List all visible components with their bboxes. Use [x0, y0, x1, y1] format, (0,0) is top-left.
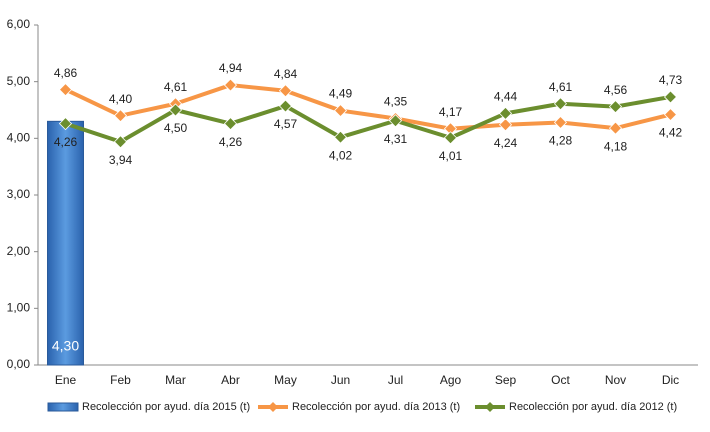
marker: [278, 84, 293, 98]
marker: [608, 121, 623, 135]
data-label: 4,61: [549, 80, 573, 94]
x-tick-label: Jul: [388, 373, 403, 387]
legend-marker: [485, 402, 495, 412]
marker: [58, 117, 73, 131]
x-tick-label: Feb: [110, 373, 131, 387]
data-label: 4,01: [439, 149, 463, 163]
bar-label: 4,30: [52, 338, 79, 354]
marker: [113, 135, 128, 149]
x-tick-label: Abr: [221, 373, 240, 387]
data-label: 4,44: [494, 90, 518, 104]
x-tick-label: Ene: [55, 373, 77, 387]
marker: [498, 106, 513, 120]
marker: [663, 90, 678, 104]
data-label: 4,18: [604, 139, 628, 153]
x-tick-label: Ago: [440, 373, 462, 387]
data-label: 4,26: [54, 135, 78, 149]
data-label: 4,61: [164, 80, 188, 94]
legend-swatch: [47, 402, 79, 412]
marker: [443, 131, 458, 145]
x-tick-label: Sep: [495, 373, 517, 387]
x-tick-label: May: [274, 373, 297, 387]
data-label: 4,31: [384, 132, 408, 146]
marker: [113, 109, 128, 123]
data-label: 4,73: [659, 73, 683, 87]
x-tick-label: Oct: [551, 373, 570, 387]
y-tick-label: 1,00: [7, 301, 31, 315]
data-label: 4,28: [549, 134, 573, 148]
legend-label: Recolección por ayud. día 2012 (t): [509, 401, 677, 413]
data-label: 4,42: [659, 126, 683, 140]
marker: [608, 100, 623, 114]
marker: [388, 114, 403, 128]
marker: [498, 118, 513, 132]
marker: [223, 78, 238, 92]
legend-label: Recolección por ayud. día 2013 (t): [292, 401, 460, 413]
data-label: 4,49: [329, 87, 353, 101]
data-label: 4,40: [109, 92, 133, 106]
legend-label: Recolección por ayud. día 2015 (t): [82, 401, 250, 413]
data-label: 4,26: [219, 135, 243, 149]
marker: [553, 97, 568, 111]
marker: [663, 107, 678, 122]
data-label: 4,50: [164, 121, 188, 135]
data-label: 4,84: [274, 67, 298, 81]
x-tick-label: Dic: [662, 373, 679, 387]
data-label: 4,24: [494, 136, 518, 150]
data-label: 4,56: [604, 83, 628, 97]
y-tick-label: 3,00: [7, 187, 31, 201]
line: [64, 94, 671, 144]
data-label: 4,86: [54, 66, 78, 80]
data-label: 4,94: [219, 61, 243, 75]
y-tick-label: 6,00: [7, 17, 31, 31]
y-tick-label: 0,00: [7, 357, 31, 371]
x-tick-label: Jun: [331, 373, 350, 387]
marker: [333, 130, 348, 144]
data-label: 3,94: [109, 153, 133, 167]
y-tick-label: 4,00: [7, 131, 31, 145]
bar: [47, 120, 84, 366]
line: [64, 83, 671, 131]
y-tick-label: 5,00: [7, 74, 31, 88]
marker: [278, 99, 293, 113]
legend-marker: [268, 402, 278, 412]
marker: [58, 83, 73, 97]
data-label: 4,17: [439, 105, 463, 119]
y-tick-label: 2,00: [7, 244, 31, 258]
data-label: 4,35: [384, 95, 408, 109]
marker: [553, 115, 568, 130]
x-tick-label: Nov: [605, 373, 626, 387]
data-label: 4,57: [274, 117, 298, 131]
marker: [333, 104, 348, 118]
x-tick-label: Mar: [165, 373, 186, 387]
marker: [168, 103, 183, 117]
data-label: 4,02: [329, 148, 353, 162]
marker: [223, 117, 238, 131]
